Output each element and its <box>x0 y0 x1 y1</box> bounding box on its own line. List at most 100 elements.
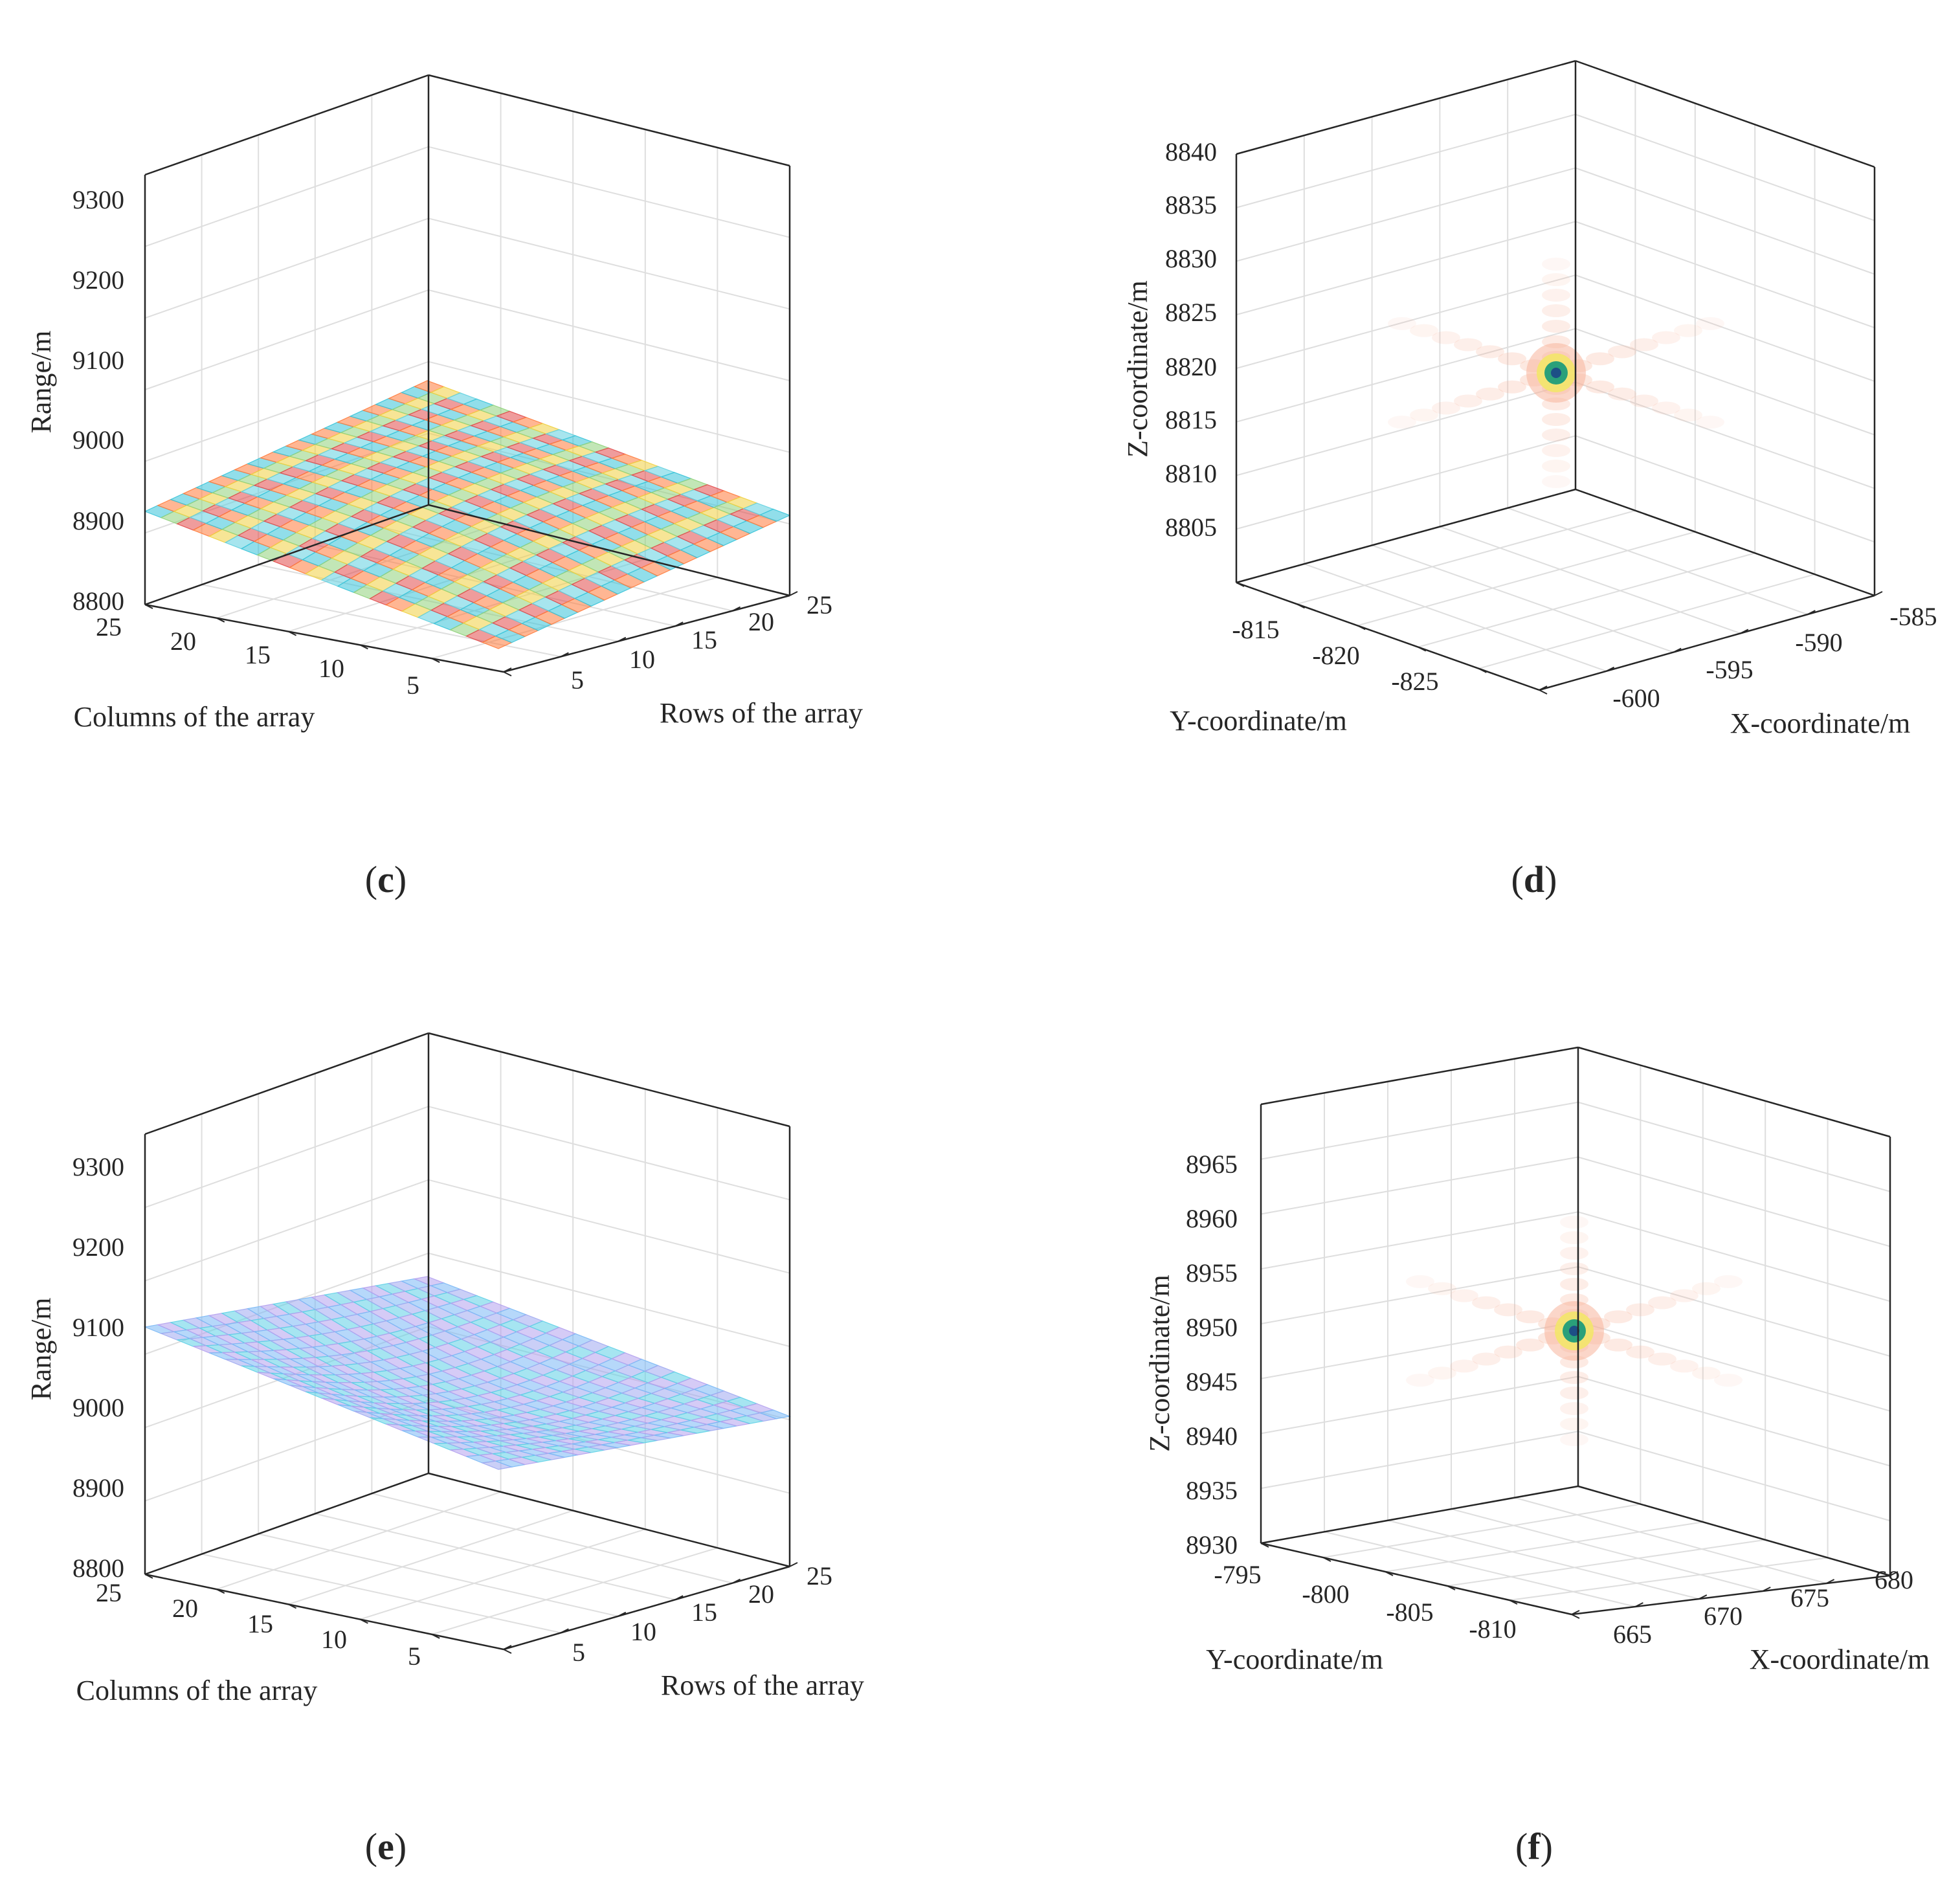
panel-e-surface <box>143 1276 792 1470</box>
f-z-tick: 8965 <box>1186 1150 1238 1179</box>
d-sidelobe <box>1542 444 1570 457</box>
d-z-tick: 8835 <box>1165 190 1217 219</box>
c-grid-line <box>144 289 429 390</box>
f-sidelobe <box>1670 1359 1698 1373</box>
f-sidelobe <box>1560 1216 1588 1229</box>
c-axis-line <box>144 74 429 176</box>
e-y-tick: 25 <box>96 1578 122 1607</box>
c-x-tick: 15 <box>691 625 717 654</box>
f-tick-mark <box>1322 1557 1331 1562</box>
e-tick-mark <box>288 1603 297 1609</box>
c-z-tick: 9100 <box>72 346 124 375</box>
f-sidelobe <box>1494 1345 1522 1359</box>
c-grid-line <box>144 218 429 319</box>
e-tick-mark <box>674 1595 684 1601</box>
d-tick-mark <box>1740 629 1749 634</box>
d-axis-line <box>1575 60 1875 168</box>
e-y-tick: 5 <box>408 1642 421 1671</box>
panel-f: 8930 8935 8940 8945 8950 8955 8960 8965 … <box>1144 1046 1930 1868</box>
d-tick-mark <box>1236 582 1245 587</box>
d-sidelobe <box>1388 317 1416 330</box>
e-tick-mark <box>789 1562 798 1567</box>
d-x-tick: -600 <box>1612 684 1660 713</box>
f-sidelobe <box>1648 1296 1676 1310</box>
d-ylabel: Y-coordinate/m <box>1170 705 1347 737</box>
f-z-tick: 8950 <box>1186 1313 1238 1342</box>
d-sidelobe <box>1498 380 1526 394</box>
d-grid-line <box>1304 563 1607 672</box>
c-grid-line <box>428 218 790 310</box>
d-sidelobe <box>1586 352 1614 366</box>
f-grid-line <box>1577 1266 1891 1357</box>
d-sidelobe <box>1542 273 1570 286</box>
d-z-tick: 8830 <box>1165 244 1217 273</box>
d-grid-line <box>1440 526 1741 634</box>
c-axis-line <box>503 594 790 673</box>
f-sidelobe <box>1560 1278 1588 1291</box>
f-caption: (f) <box>1515 1825 1553 1868</box>
f-z-tick: 8940 <box>1186 1422 1238 1451</box>
d-grid-line <box>1236 113 1576 208</box>
c-z-tick: 9300 <box>72 185 124 214</box>
d-sidelobe <box>1696 416 1724 429</box>
f-sidelobe <box>1450 1359 1478 1373</box>
panel-c: 8800 8900 9000 9100 9200 9300 25 20 15 1… <box>25 74 863 900</box>
e-grid-line <box>258 1533 619 1617</box>
f-sidelobe <box>1516 1338 1544 1352</box>
f-sidelobe <box>1560 1371 1588 1384</box>
c-axis-line <box>428 504 790 597</box>
e-caption-letter: e <box>377 1825 394 1868</box>
f-sidelobe <box>1560 1433 1588 1446</box>
f-grid-line <box>1322 1503 1641 1558</box>
f-grid-line <box>1514 1497 1827 1584</box>
f-tick-mark <box>1571 1614 1580 1619</box>
d-tick-mark <box>1807 610 1816 616</box>
c-z-tick: 8800 <box>72 586 124 616</box>
f-axis-line <box>1577 1485 1891 1577</box>
c-y-tick: 5 <box>406 671 419 700</box>
d-grid-line <box>1575 167 1875 275</box>
f-tick-mark <box>1762 1587 1771 1592</box>
f-sidelobe <box>1494 1303 1522 1317</box>
d-tick-mark <box>1297 603 1306 609</box>
d-axis-line <box>1539 594 1875 691</box>
f-tick-mark <box>1447 1585 1456 1590</box>
d-sidelobe <box>1630 338 1658 351</box>
f-caption-letter: f <box>1528 1825 1541 1868</box>
c-tick-mark <box>789 591 798 596</box>
d-grid-line <box>1357 531 1696 627</box>
f-z-tick: 8935 <box>1186 1476 1238 1505</box>
e-grid-line <box>315 1513 676 1601</box>
f-sidelobe <box>1692 1282 1721 1295</box>
d-sidelobe <box>1454 394 1482 408</box>
c-grid-line <box>144 361 429 462</box>
e-tick-mark <box>431 1633 440 1639</box>
d-sidelobe <box>1586 380 1614 394</box>
c-grid-line <box>431 577 718 660</box>
c-z-tick: 8900 <box>72 506 124 535</box>
e-caption: (e) <box>365 1825 406 1868</box>
d-grid-line <box>1575 221 1875 329</box>
f-sidelobe <box>1714 1374 1743 1387</box>
d-tick-mark <box>1418 646 1427 652</box>
e-tick-mark <box>144 1574 153 1579</box>
d-tick-mark <box>1539 686 1548 691</box>
f-sidelobe <box>1406 1374 1434 1387</box>
d-x-tick: -590 <box>1795 628 1842 657</box>
e-grid-line <box>428 1253 790 1347</box>
panel-d-grid <box>1236 79 1875 672</box>
f-sidelobe <box>1560 1402 1588 1415</box>
d-grid-line <box>1372 544 1674 653</box>
f-grid-line <box>1387 1519 1700 1600</box>
f-grid-line <box>1260 1376 1579 1434</box>
f-tick-mark <box>1634 1602 1643 1607</box>
panel-d: 8805 8810 8815 8820 8825 8830 8835 8840 … <box>1122 60 1937 900</box>
d-z-tick: 8840 <box>1165 137 1217 166</box>
c-grid-line <box>428 289 790 381</box>
d-axis-line <box>1236 60 1576 155</box>
c-z-tick: 9200 <box>72 265 124 295</box>
c-x-tick: 5 <box>571 665 584 695</box>
f-sidelobe <box>1560 1262 1588 1275</box>
e-tick-mark <box>216 1589 225 1594</box>
d-grid-line <box>1575 274 1875 382</box>
